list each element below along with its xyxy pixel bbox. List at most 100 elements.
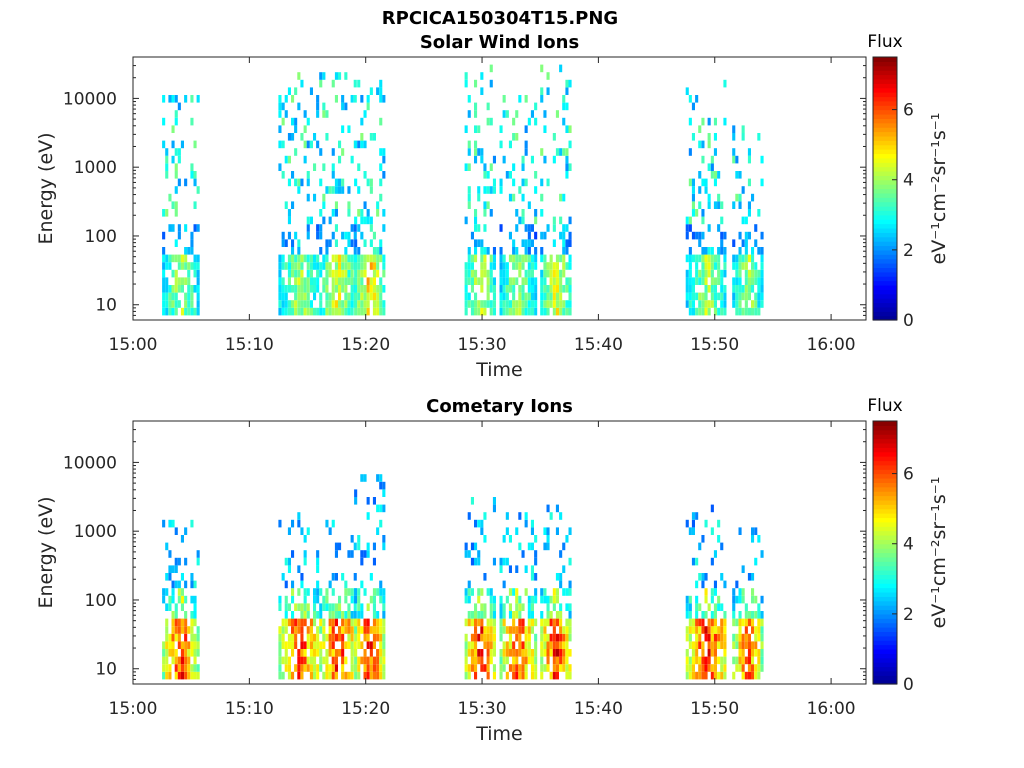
solar-wind-spectrogram-cell [707, 269, 711, 278]
cometary-spectrogram-cell [382, 588, 386, 596]
cometary-spectrogram-cell [379, 481, 383, 490]
solar-wind-spectrogram-cell [492, 262, 496, 270]
solar-wind-spectrogram-cell [382, 224, 386, 232]
solar-wind-spectrogram-cell [360, 300, 364, 308]
cometary-spectrogram-cell [174, 633, 178, 642]
cometary-spectrogram-cell [372, 641, 376, 649]
cometary-spectrogram-cell [334, 542, 338, 551]
solar-wind-spectrogram-cell [313, 285, 317, 293]
solar-wind-spectrogram-cell [499, 247, 503, 255]
solar-wind-spectrogram-cell [287, 300, 291, 308]
solar-wind-spectrogram-cell [350, 155, 354, 164]
solar-wind-colorbar-segment [873, 280, 897, 286]
solar-wind-spectrogram-cell [193, 285, 197, 293]
solar-wind-spectrogram-cell [174, 277, 178, 285]
solar-wind-spectrogram-cell [174, 201, 178, 209]
solar-wind-spectrogram-cell [717, 193, 721, 202]
solar-wind-colorbar-tick-label: 0 [903, 311, 914, 331]
solar-wind-spectrogram-cell [328, 269, 332, 278]
solar-wind-spectrogram-cell [287, 277, 291, 285]
solar-wind-spectrogram-cell [193, 178, 197, 187]
cometary-spectrogram-cell [309, 633, 313, 642]
cometary-spectrogram-cell [319, 664, 323, 672]
solar-wind-spectrogram-cell [322, 277, 326, 285]
solar-wind-spectrogram-cell [512, 117, 516, 126]
solar-wind-spectrogram-cell [568, 300, 572, 308]
solar-wind-spectrogram-cell [180, 277, 184, 285]
solar-wind-spectrogram-cell [174, 307, 178, 316]
cometary-spectrogram-cell [325, 603, 329, 611]
solar-wind-spectrogram-cell [512, 277, 516, 285]
solar-wind-spectrogram-cell [294, 178, 298, 187]
cometary-spectrogram-cell [284, 557, 288, 566]
solar-wind-spectrogram-cell [521, 239, 525, 247]
cometary-spectrogram-cell [303, 611, 307, 619]
cometary-spectrogram-cell [372, 557, 376, 566]
cometary-spectrogram-cell [735, 633, 739, 642]
solar-wind-spectrogram-cell [568, 239, 572, 247]
solar-wind-spectrogram-cell [467, 186, 471, 194]
cometary-spectrogram-cell [316, 557, 320, 566]
solar-wind-spectrogram-cell [524, 224, 528, 232]
solar-wind-y-tick-label: 10000 [63, 89, 117, 109]
cometary-spectrogram-cell [363, 633, 367, 642]
cometary-spectrogram-cell [353, 542, 357, 551]
solar-wind-spectrogram-cell [174, 209, 178, 217]
cometary-spectrogram-cell [735, 595, 739, 604]
solar-wind-spectrogram-cell [508, 254, 512, 263]
cometary-spectrogram-cell [477, 588, 481, 596]
solar-wind-spectrogram-cell [313, 254, 317, 263]
solar-wind-spectrogram-cell [707, 133, 711, 141]
cometary-spectrogram-cell [723, 664, 727, 672]
cometary-spectrogram-cell [695, 626, 699, 634]
solar-wind-spectrogram-cell [325, 254, 329, 263]
solar-wind-spectrogram-cell [474, 125, 478, 133]
solar-wind-spectrogram-cell [379, 254, 383, 263]
solar-wind-spectrogram-cell [303, 125, 307, 133]
solar-wind-spectrogram-cell [379, 193, 383, 202]
cometary-spectrogram-cell [379, 588, 383, 596]
cometary-spectrogram-cell [483, 535, 487, 543]
cometary-spectrogram-cell [470, 656, 474, 665]
solar-wind-spectrogram-cell [360, 292, 364, 301]
solar-wind-colorbar-segment [873, 254, 897, 260]
cometary-spectrogram-cell [698, 671, 702, 680]
solar-wind-spectrogram-cell [162, 117, 166, 126]
cometary-spectrogram-cell [338, 603, 342, 611]
solar-wind-spectrogram-cell [464, 79, 468, 88]
solar-wind-spectrogram-cell [527, 262, 531, 270]
cometary-spectrogram-cell [685, 519, 689, 528]
cometary-spectrogram-cell [698, 618, 702, 627]
cometary-spectrogram-cell [747, 664, 751, 672]
solar-wind-spectrogram-cell [480, 285, 484, 293]
cometary-colorbar-frame [872, 420, 898, 685]
cometary-spectrogram-cell [698, 603, 702, 611]
cometary-spectrogram-cell [747, 573, 751, 581]
solar-wind-spectrogram-cell [717, 224, 721, 232]
solar-wind-spectrogram-cell [492, 155, 496, 164]
solar-wind-spectrogram-cell [688, 178, 692, 187]
solar-wind-spectrogram-cell [559, 193, 563, 202]
cometary-spectrogram-cell [341, 611, 345, 619]
solar-wind-spectrogram-cell [568, 231, 572, 240]
solar-wind-spectrogram-cell [190, 307, 194, 316]
cometary-spectrogram-cell [313, 664, 317, 672]
solar-wind-spectrogram-cell [193, 269, 197, 278]
cometary-spectrogram-cell [512, 656, 516, 665]
solar-wind-spectrogram-cell [174, 285, 178, 293]
solar-wind-spectrogram-cell [319, 72, 323, 80]
solar-wind-colorbar-segment [873, 144, 897, 150]
cometary-spectrogram-cell [306, 626, 310, 634]
cometary-spectrogram-cell [278, 664, 282, 672]
cometary-spectrogram-cell [294, 626, 298, 634]
cometary-spectrogram-cell [180, 588, 184, 596]
cometary-spectrogram-cell [300, 580, 304, 589]
cometary-spectrogram-cell [360, 603, 364, 611]
cometary-spectrogram-cell [180, 649, 184, 657]
cometary-spectrogram-cell [518, 649, 522, 657]
cometary-spectrogram-cell [688, 633, 692, 642]
solar-wind-spectrogram-cell [744, 216, 748, 225]
solar-wind-spectrogram-cell [366, 95, 370, 103]
solar-wind-spectrogram-cell [196, 254, 200, 263]
cometary-spectrogram-cell [341, 626, 345, 634]
